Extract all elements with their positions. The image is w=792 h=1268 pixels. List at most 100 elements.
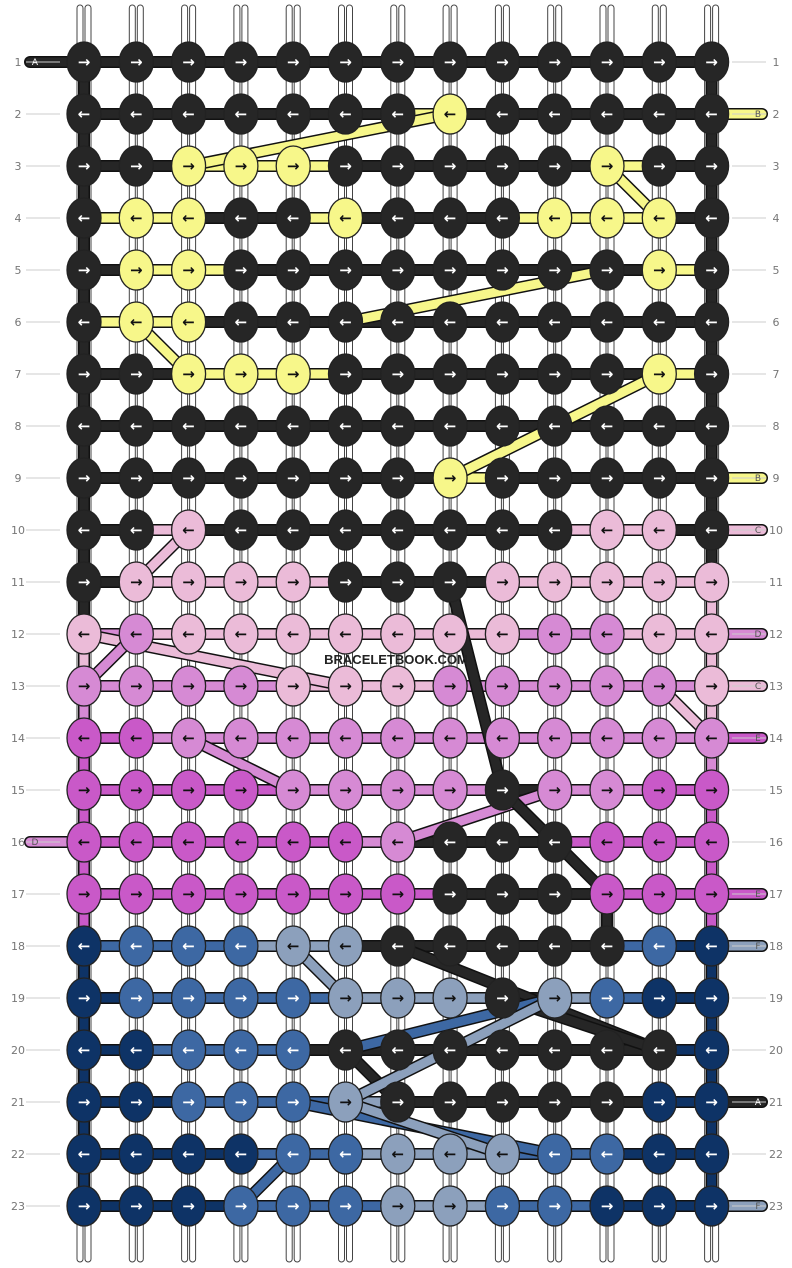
knot: → bbox=[66, 457, 102, 499]
knot: ← bbox=[275, 613, 311, 655]
arrow-right-icon: → bbox=[392, 573, 405, 591]
knot-body bbox=[170, 717, 207, 759]
arrow-left-icon: ← bbox=[339, 833, 352, 851]
arrow-right-icon: → bbox=[235, 781, 248, 799]
knot-body bbox=[432, 93, 468, 135]
row-label-left: 7 bbox=[15, 368, 22, 381]
knot: → bbox=[537, 665, 573, 707]
arrow-right-icon: → bbox=[339, 1197, 352, 1215]
arrow-right-icon: → bbox=[705, 677, 718, 695]
row-label-right: 12 bbox=[769, 628, 783, 641]
knot: ← bbox=[327, 509, 364, 551]
knot-body bbox=[223, 93, 259, 135]
knot: ← bbox=[170, 613, 207, 655]
knot: ← bbox=[223, 717, 259, 759]
arrow-left-icon: ← bbox=[235, 1041, 248, 1059]
knot: → bbox=[118, 873, 154, 915]
arrow-left-icon: ← bbox=[182, 313, 195, 331]
knot-body bbox=[66, 665, 102, 707]
arrow-left-icon: ← bbox=[601, 625, 614, 643]
knot: → bbox=[275, 769, 311, 811]
knot-body bbox=[693, 1029, 730, 1071]
knot: ← bbox=[170, 925, 207, 967]
knot: ← bbox=[223, 509, 259, 551]
arrow-left-icon: ← bbox=[130, 833, 143, 851]
knot-body bbox=[66, 1133, 102, 1175]
knot: ← bbox=[484, 925, 521, 967]
knot-body bbox=[484, 561, 521, 603]
knot-body bbox=[589, 665, 625, 707]
knot: → bbox=[641, 561, 677, 603]
row-label-left: 13 bbox=[11, 680, 25, 693]
knot-body bbox=[537, 977, 573, 1019]
arrow-left-icon: ← bbox=[287, 729, 300, 747]
knot-body bbox=[693, 405, 730, 447]
knot-body bbox=[380, 197, 416, 239]
knot-body bbox=[327, 93, 364, 135]
arrow-right-icon: → bbox=[548, 885, 561, 903]
knot-body bbox=[589, 613, 625, 655]
knot-body bbox=[484, 93, 521, 135]
arrow-right-icon: → bbox=[496, 781, 509, 799]
knot: → bbox=[66, 561, 102, 603]
knot: ← bbox=[223, 925, 259, 967]
knot: ← bbox=[589, 925, 625, 967]
row-label-right: 23 bbox=[769, 1200, 783, 1213]
knot-body bbox=[484, 665, 521, 707]
arrow-left-icon: ← bbox=[339, 313, 352, 331]
knot-body bbox=[118, 1185, 154, 1227]
knot-body bbox=[484, 249, 521, 291]
knot: → bbox=[223, 249, 259, 291]
arrow-left-icon: ← bbox=[705, 521, 718, 539]
knot: ← bbox=[432, 405, 468, 447]
arrow-right-icon: → bbox=[496, 1197, 509, 1215]
arrow-right-icon: → bbox=[78, 677, 91, 695]
arrow-left-icon: ← bbox=[705, 625, 718, 643]
knot-body bbox=[223, 301, 259, 343]
arrow-left-icon: ← bbox=[705, 417, 718, 435]
knot: ← bbox=[66, 301, 102, 343]
knot: → bbox=[432, 457, 468, 499]
knot: ← bbox=[223, 197, 259, 239]
arrow-left-icon: ← bbox=[653, 521, 666, 539]
arrow-left-icon: ← bbox=[78, 937, 91, 955]
row-label-right: 3 bbox=[773, 160, 780, 173]
arrow-right-icon: → bbox=[548, 53, 561, 71]
knot-body bbox=[537, 249, 573, 291]
knot: → bbox=[118, 353, 154, 395]
knot-body bbox=[537, 405, 573, 447]
knot: ← bbox=[66, 613, 102, 655]
knot-body bbox=[484, 301, 521, 343]
arrow-left-icon: ← bbox=[78, 313, 91, 331]
arrow-left-icon: ← bbox=[548, 729, 561, 747]
arrow-right-icon: → bbox=[392, 989, 405, 1007]
knot: → bbox=[118, 145, 154, 187]
knot: ← bbox=[589, 1029, 625, 1071]
arrow-right-icon: → bbox=[705, 781, 718, 799]
knot-body bbox=[432, 561, 468, 603]
arrow-left-icon: ← bbox=[287, 521, 300, 539]
knot-body bbox=[66, 301, 102, 343]
knot-body bbox=[693, 457, 730, 499]
knot-body bbox=[432, 249, 468, 291]
knot: ← bbox=[589, 821, 625, 863]
knot: → bbox=[589, 249, 625, 291]
knot-body bbox=[170, 1029, 207, 1071]
knot-body bbox=[693, 1185, 730, 1227]
knot-body bbox=[537, 353, 573, 395]
knot: → bbox=[275, 41, 311, 83]
knot: ← bbox=[275, 301, 311, 343]
knot: ← bbox=[118, 925, 154, 967]
knot: → bbox=[693, 1081, 730, 1123]
thread-end-letter: E bbox=[755, 734, 761, 744]
knot-body bbox=[693, 613, 730, 655]
arrow-left-icon: ← bbox=[496, 937, 509, 955]
knot: ← bbox=[275, 405, 311, 447]
knot-body bbox=[432, 613, 468, 655]
knot-body bbox=[432, 405, 468, 447]
knot-body bbox=[641, 405, 677, 447]
arrow-left-icon: ← bbox=[444, 625, 457, 643]
arrow-left-icon: ← bbox=[182, 729, 195, 747]
arrow-left-icon: ← bbox=[78, 521, 91, 539]
